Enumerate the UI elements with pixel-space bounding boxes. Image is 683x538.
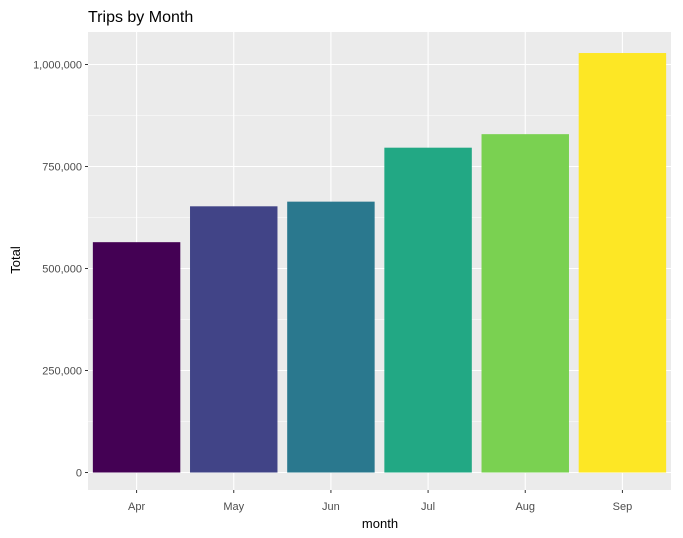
bar-apr [92, 242, 181, 473]
x-axis-ticks: Apr May Jun Jul Aug Sep [128, 490, 632, 513]
x-tick-label: May [223, 501, 244, 513]
bar-sep [578, 53, 667, 473]
y-axis-ticks: 0 250,000 500,000 750,000 1,000,000 [33, 60, 88, 480]
minor-gridlines [88, 115, 671, 422]
x-tick-label: Sep [613, 501, 633, 513]
x-tick-label: Jul [421, 501, 435, 513]
y-tick-label: 1,000,000 [33, 60, 82, 72]
bar-aug [481, 134, 569, 473]
y-tick-label: 750,000 [42, 162, 82, 174]
y-tick-label: 0 [76, 468, 82, 480]
x-tick-label: Jun [322, 501, 340, 513]
bar-may [190, 206, 278, 473]
y-tick-label: 250,000 [42, 366, 82, 378]
x-tick-label: Aug [515, 501, 535, 513]
y-tick-label: 500,000 [42, 264, 82, 276]
x-tick-label: Apr [128, 501, 145, 513]
bar-jul [384, 147, 472, 473]
x-axis-title: month [362, 516, 398, 531]
y-axis-title: Total [8, 246, 23, 274]
plot-panel [88, 32, 671, 490]
bar-jun [287, 201, 375, 473]
chart-title: Trips by Month [88, 9, 193, 26]
bars [92, 53, 667, 473]
